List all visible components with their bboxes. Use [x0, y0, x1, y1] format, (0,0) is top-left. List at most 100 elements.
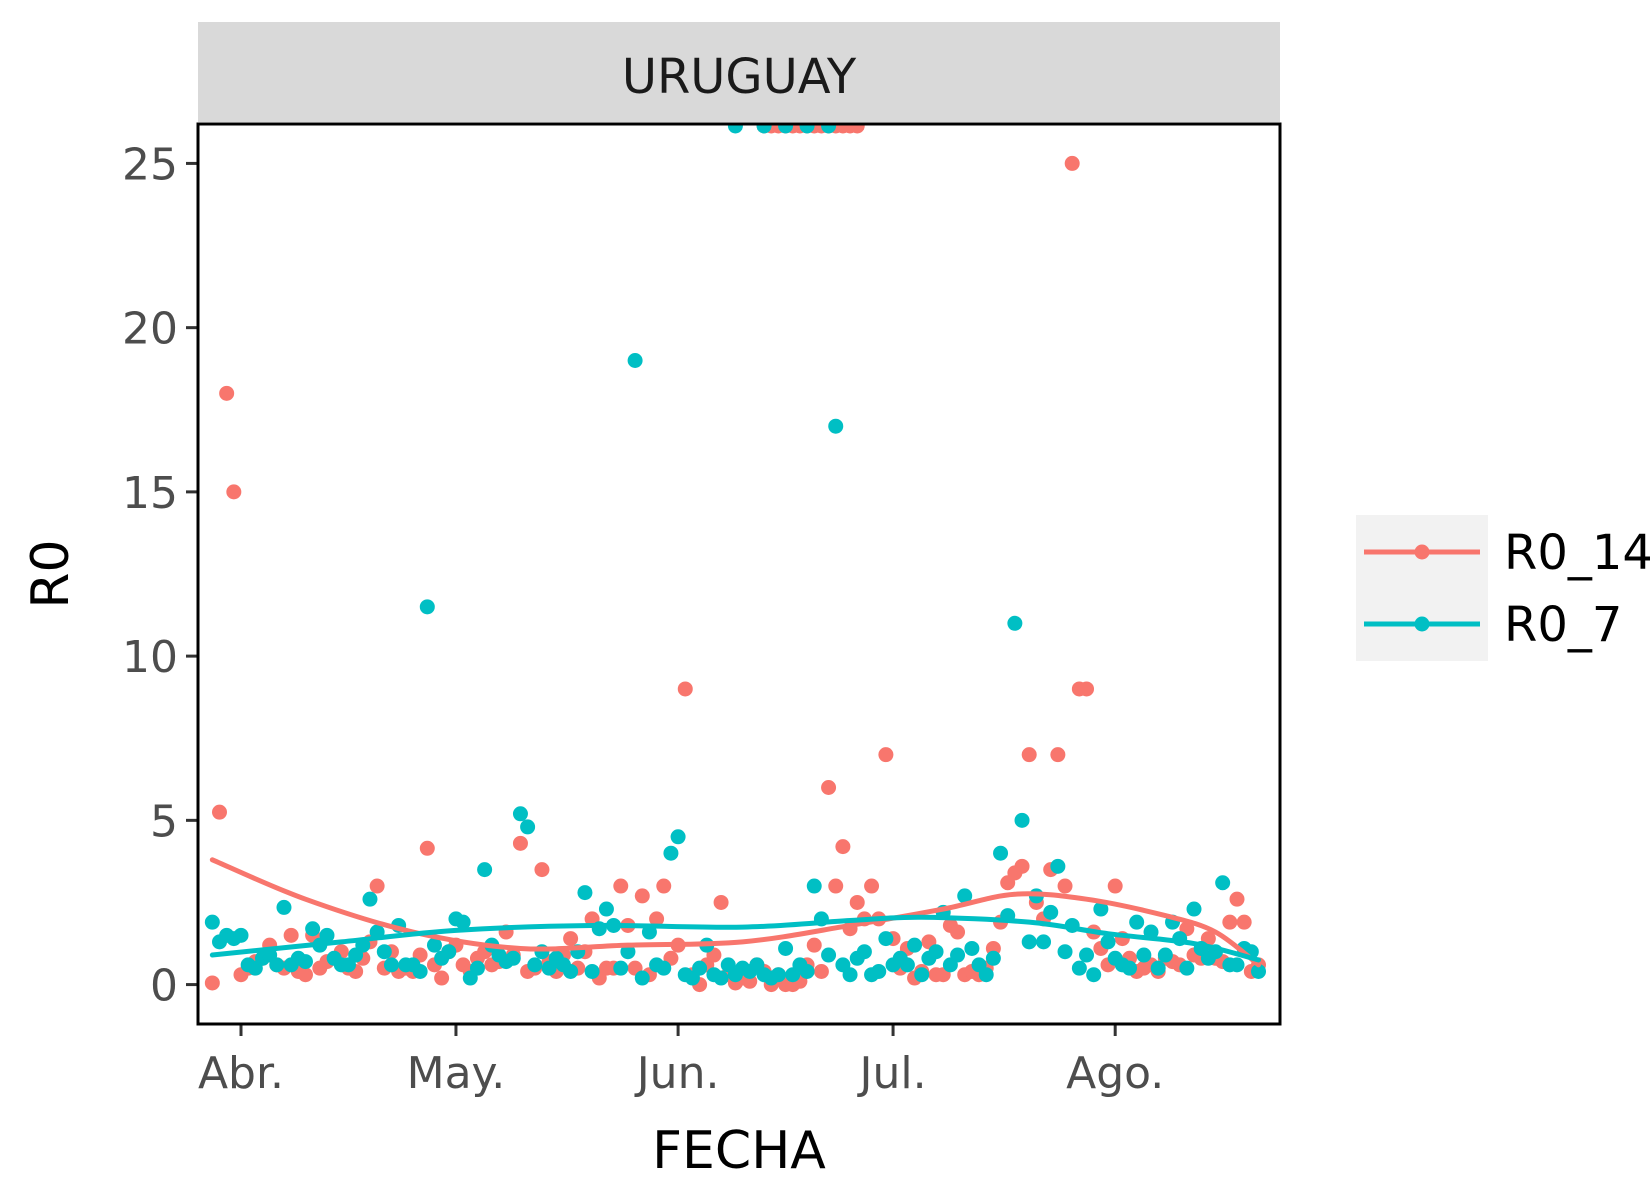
y-axis-title: R0 — [21, 539, 81, 608]
series-r0-7-points — [204, 124, 1267, 986]
data-point-r0-7 — [598, 901, 614, 917]
data-point-r0-14 — [713, 894, 729, 910]
data-point-r0-7 — [563, 963, 579, 979]
data-point-r0-7 — [520, 819, 536, 835]
data-point-r0-14 — [434, 970, 450, 986]
data-point-r0-7 — [412, 963, 428, 979]
data-point-r0-7 — [656, 960, 672, 976]
smooth-line-r0-14 — [209, 857, 1261, 968]
data-point-r0-7 — [1014, 812, 1030, 828]
x-tick-label: Jul. — [857, 1048, 927, 1099]
data-point-r0-7 — [842, 967, 858, 983]
data-point-r0-14 — [849, 894, 865, 910]
data-point-r0-7 — [770, 967, 786, 983]
data-point-r0-7-offscale — [821, 124, 837, 134]
data-point-r0-14 — [419, 840, 435, 856]
data-point-r0-7 — [376, 944, 392, 960]
data-point-r0-7 — [1043, 904, 1059, 920]
data-point-r0-7 — [663, 845, 679, 861]
legend: R0_14 R0_7 — [1356, 515, 1650, 661]
data-point-r0-7 — [1251, 963, 1267, 979]
data-point-r0-7 — [269, 957, 285, 973]
data-point-r0-7 — [1129, 914, 1145, 930]
data-point-r0-7 — [928, 944, 944, 960]
x-tick-label: Jun. — [634, 1048, 720, 1099]
data-point-r0-14 — [634, 888, 650, 904]
facet-title: URUGUAY — [622, 49, 857, 105]
x-tick-label: Abr. — [198, 1048, 284, 1099]
data-point-r0-7 — [907, 937, 923, 953]
data-point-r0-7 — [1079, 947, 1095, 963]
legend-item-r0-7: R0_7 — [1364, 597, 1622, 653]
data-point-r0-14 — [649, 911, 665, 927]
data-point-r0-7 — [233, 927, 249, 943]
data-point-r0-7 — [1057, 944, 1073, 960]
data-point-r0-7 — [305, 921, 321, 937]
data-point-r0-7-offscale — [756, 124, 772, 134]
data-point-r0-7 — [692, 960, 708, 976]
plot-border — [196, 122, 1282, 1026]
data-point-r0-7 — [627, 352, 643, 368]
data-point-r0-7 — [584, 963, 600, 979]
data-point-r0-14 — [1107, 878, 1123, 894]
data-point-r0-7 — [799, 963, 815, 979]
data-point-r0-14-offscale — [849, 124, 865, 134]
data-point-r0-7 — [362, 891, 378, 907]
data-point-r0-7 — [319, 927, 335, 943]
data-point-r0-7 — [512, 806, 528, 822]
x-axis-title: FECHA — [652, 1121, 826, 1181]
data-point-r0-14 — [1236, 914, 1252, 930]
data-point-r0-7 — [978, 967, 994, 983]
x-ticks: Abr. May. Jun. Jul. Ago. — [198, 1024, 1164, 1099]
y-tick-label: 5 — [150, 796, 178, 847]
data-point-r0-7 — [806, 878, 822, 894]
data-point-r0-14 — [534, 862, 550, 878]
data-point-r0-7 — [1215, 875, 1231, 891]
data-point-r0-7 — [1093, 901, 1109, 917]
data-point-r0-7 — [1179, 960, 1195, 976]
data-point-r0-14 — [512, 835, 528, 851]
data-point-r0-7 — [878, 931, 894, 947]
data-point-r0-14 — [806, 937, 822, 953]
legend-key-point — [1414, 544, 1430, 560]
data-point-r0-14 — [656, 878, 672, 894]
data-point-r0-7 — [871, 963, 887, 979]
data-point-r0-7 — [1021, 934, 1037, 950]
data-point-r0-14 — [1021, 747, 1037, 763]
data-point-r0-7 — [899, 957, 915, 973]
data-point-r0-7-offscale — [799, 124, 815, 134]
data-point-r0-14 — [297, 967, 313, 983]
legend-label: R0_7 — [1504, 597, 1622, 653]
x-tick-label: Ago. — [1066, 1048, 1164, 1099]
data-point-r0-7 — [613, 960, 629, 976]
data-point-r0-14 — [950, 924, 966, 940]
data-point-r0-7 — [527, 957, 543, 973]
data-point-r0-7 — [1150, 960, 1166, 976]
legend-key-background — [1356, 515, 1488, 661]
data-point-r0-7 — [1086, 967, 1102, 983]
data-point-r0-7 — [856, 944, 872, 960]
data-point-r0-7 — [505, 950, 521, 966]
data-point-r0-14 — [369, 878, 385, 894]
data-point-r0-7 — [957, 888, 973, 904]
data-point-r0-7 — [1071, 960, 1087, 976]
data-point-r0-14 — [613, 878, 629, 894]
data-point-r0-7 — [441, 944, 457, 960]
data-point-r0-7 — [1229, 957, 1245, 973]
y-tick-label: 15 — [122, 468, 178, 519]
y-tick-label: 0 — [150, 961, 178, 1012]
data-point-r0-7 — [1186, 901, 1202, 917]
data-point-r0-7 — [1036, 934, 1052, 950]
data-point-r0-7-offscale — [778, 124, 794, 134]
plot-clip-group — [204, 124, 1267, 993]
x-tick-label: May. — [407, 1048, 506, 1099]
data-point-r0-7 — [1157, 947, 1173, 963]
data-point-r0-14 — [1057, 878, 1073, 894]
y-tick-label: 20 — [122, 304, 178, 355]
data-point-r0-7 — [455, 914, 471, 930]
data-point-r0-7 — [469, 960, 485, 976]
data-point-r0-7 — [964, 940, 980, 956]
data-point-r0-7 — [778, 940, 794, 956]
data-point-r0-7 — [297, 954, 313, 970]
